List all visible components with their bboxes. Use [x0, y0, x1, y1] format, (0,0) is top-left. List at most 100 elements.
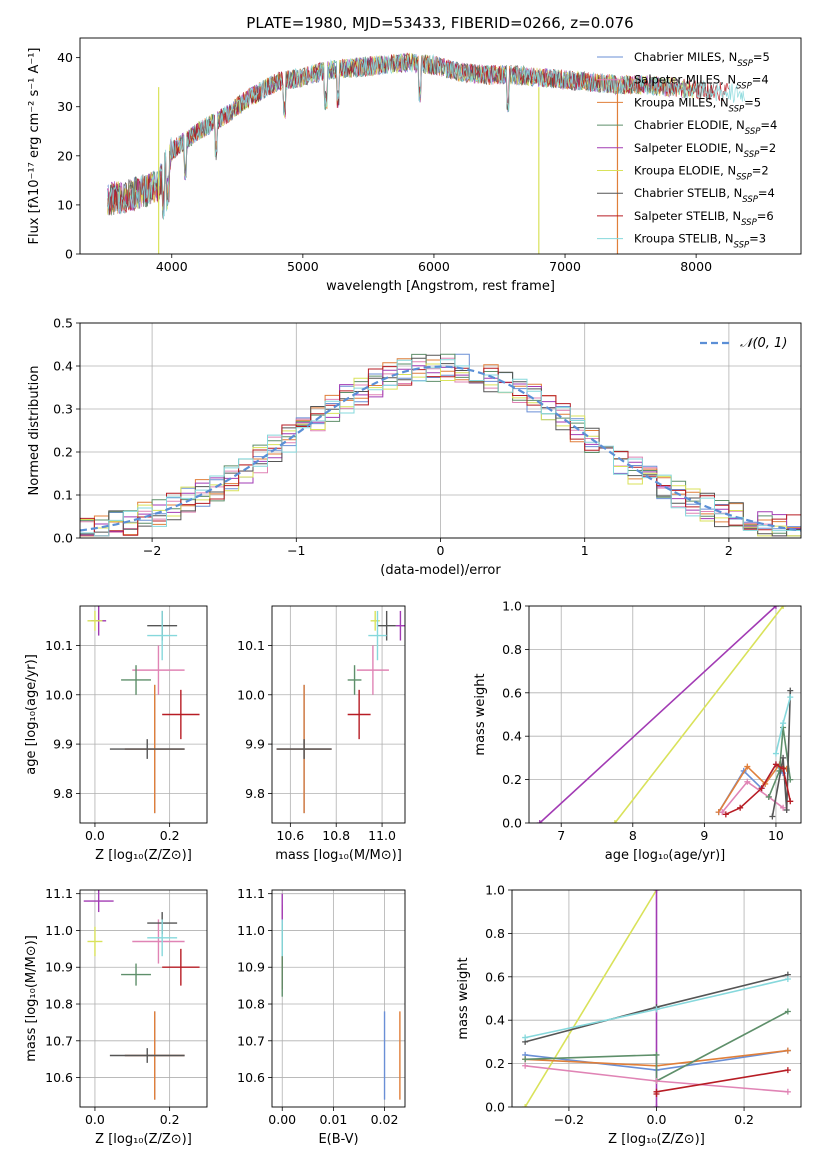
y-tick-label: 0: [65, 247, 73, 262]
plot-area: [276, 610, 405, 814]
weight-marker: [772, 750, 779, 757]
normal-curve: [80, 365, 801, 532]
plot-area: [536, 606, 794, 823]
weight-line: [725, 763, 792, 816]
y-tick-label: 0.6: [502, 685, 522, 700]
legend: Chabrier MILES, NSSP=5 Salpeter MILES, NS…: [597, 50, 777, 251]
y-tick-label: 9.9: [245, 737, 265, 752]
y-tick-label: 10.7: [237, 1033, 265, 1048]
weight-marker: [758, 785, 765, 792]
weight-marker: [784, 975, 791, 982]
x-tick-label: 10.8: [322, 828, 350, 843]
x-tick-label: −1: [287, 543, 305, 558]
chart-weight_vs_Z: −0.2 0.0 0.2 0.0 0.2 0.4 0.6 0.8 1.0 Z [log₁₀(Z/Z…: [456, 883, 802, 1147]
x-axis-label: Z [log₁₀(Z/Z⊙)]: [608, 1132, 705, 1147]
plot-area: [87, 606, 200, 814]
weight-marker: [522, 1062, 529, 1069]
y-tick-label: 11.1: [45, 886, 73, 901]
x-axis-label: wavelength [Angstrom, rest frame]: [326, 279, 555, 294]
y-tick-label: 0.2: [502, 772, 522, 787]
x-tick-label: 0.0: [85, 1112, 105, 1127]
chart-age_vs_mass: 10.6 10.8 11.0 9.8 9.9 10.0 10.1 mass [log₁₀(M/…: [237, 605, 406, 863]
y-tick-label: 9.8: [245, 786, 265, 801]
y-tick-label: 10.9: [237, 960, 265, 975]
weight-marker: [784, 1067, 791, 1074]
x-tick-label: 2: [725, 543, 733, 558]
weight-marker: [522, 1056, 529, 1063]
chart-mass_vs_Z: 0.0 0.2 10.6 10.7 10.8 10.9 11.0 11.1 Z [log₁₀(Z…: [24, 886, 208, 1147]
legend-label: Chabrier STELIB, NSSP=4: [634, 186, 775, 205]
weight-line: [524, 890, 658, 1107]
legend-label: Kroupa STELIB, NSSP=3: [634, 232, 766, 251]
y-tick-label: 10.6: [237, 1070, 265, 1085]
x-tick-label: 6000: [418, 259, 450, 274]
y-tick-label: 0.4: [485, 1013, 505, 1028]
x-tick-label: 0.02: [371, 1112, 399, 1127]
weight-marker: [787, 798, 794, 805]
x-tick-label: 0.2: [160, 1112, 180, 1127]
weight-line: [525, 1010, 789, 1083]
x-tick-label: 0.01: [319, 1112, 347, 1127]
weight-marker: [780, 765, 787, 772]
chart-age_vs_Z: 0.0 0.2 9.8 9.9 10.0 10.1 Z [log₁₀(Z/Z⊙)] age […: [24, 605, 208, 863]
weight-line: [721, 780, 784, 813]
weight-marker: [653, 1077, 660, 1084]
y-tick-label: 0.0: [502, 816, 522, 831]
histogram-step: [80, 366, 801, 537]
axes-frame: [528, 605, 802, 824]
weight-marker: [653, 890, 660, 893]
weight-line: [768, 727, 792, 798]
y-tick-label: 0.1: [53, 488, 73, 503]
weight-marker: [744, 778, 751, 785]
weight-marker: [737, 804, 744, 811]
y-tick-label: 10.7: [45, 1033, 73, 1048]
x-tick-label: 5000: [287, 259, 319, 274]
x-tick-label: 10: [768, 828, 784, 843]
y-tick-label: 10.9: [45, 960, 73, 975]
y-tick-label: 11.0: [45, 923, 73, 938]
legend-label: Salpeter ELODIE, NSSP=2: [634, 141, 776, 160]
weight-marker: [536, 820, 543, 823]
y-tick-label: 10.6: [45, 1070, 73, 1085]
x-axis-label: E(B-V): [318, 1132, 358, 1147]
y-tick-label: 11.0: [237, 923, 265, 938]
weight-marker: [765, 793, 772, 800]
y-tick-label: 10.8: [237, 997, 265, 1012]
x-tick-label: 7: [557, 828, 565, 843]
x-tick-label: 0.0: [647, 1112, 667, 1127]
x-tick-label: 0.2: [160, 828, 180, 843]
chart-residuals: −2 −1 0 1 2 0.0 0.1 0.2 0.3 0.4 0.5 (data-model)/er…: [27, 316, 802, 578]
axes-frame: [511, 889, 802, 1108]
y-tick-label: 0.5: [53, 316, 73, 331]
y-tick-label: 11.1: [237, 886, 265, 901]
y-tick-label: 0.2: [485, 1056, 505, 1071]
y-tick-label: 0.8: [502, 642, 522, 657]
legend-label: Salpeter STELIB, NSSP=6: [634, 209, 774, 228]
x-axis-label: (data-model)/error: [380, 563, 501, 578]
y-tick-label: 0.8: [485, 926, 505, 941]
weight-marker: [787, 694, 794, 701]
x-tick-label: 8000: [680, 259, 712, 274]
y-tick-label: 1.0: [485, 883, 505, 898]
y-tick-label: 0.2: [53, 445, 73, 460]
y-tick-label: 10.8: [45, 997, 73, 1012]
x-tick-label: −0.2: [554, 1112, 584, 1127]
weight-marker: [522, 1104, 529, 1107]
x-tick-label: 7000: [549, 259, 581, 274]
y-tick-label: 0.6: [485, 969, 505, 984]
legend-label: Chabrier MILES, NSSP=5: [634, 50, 770, 69]
weight-marker: [784, 1088, 791, 1095]
x-tick-label: 9: [700, 828, 708, 843]
y-tick-label: 9.8: [53, 786, 73, 801]
y-axis-label: Normed distribution: [27, 366, 42, 496]
plot-area: [107, 52, 746, 254]
weight-marker: [780, 754, 787, 761]
x-axis-label: Z [log₁₀(Z/Z⊙)]: [95, 848, 192, 863]
axes-frame: [79, 605, 208, 824]
y-tick-label: 40: [57, 50, 73, 65]
y-axis-label: Flux [fλ10⁻¹⁷ erg cm⁻² s⁻¹ A⁻¹]: [27, 48, 42, 245]
weight-marker: [522, 1034, 529, 1041]
histogram-step: [80, 359, 801, 537]
x-tick-label: −2: [143, 543, 161, 558]
weight-marker: [772, 606, 779, 609]
